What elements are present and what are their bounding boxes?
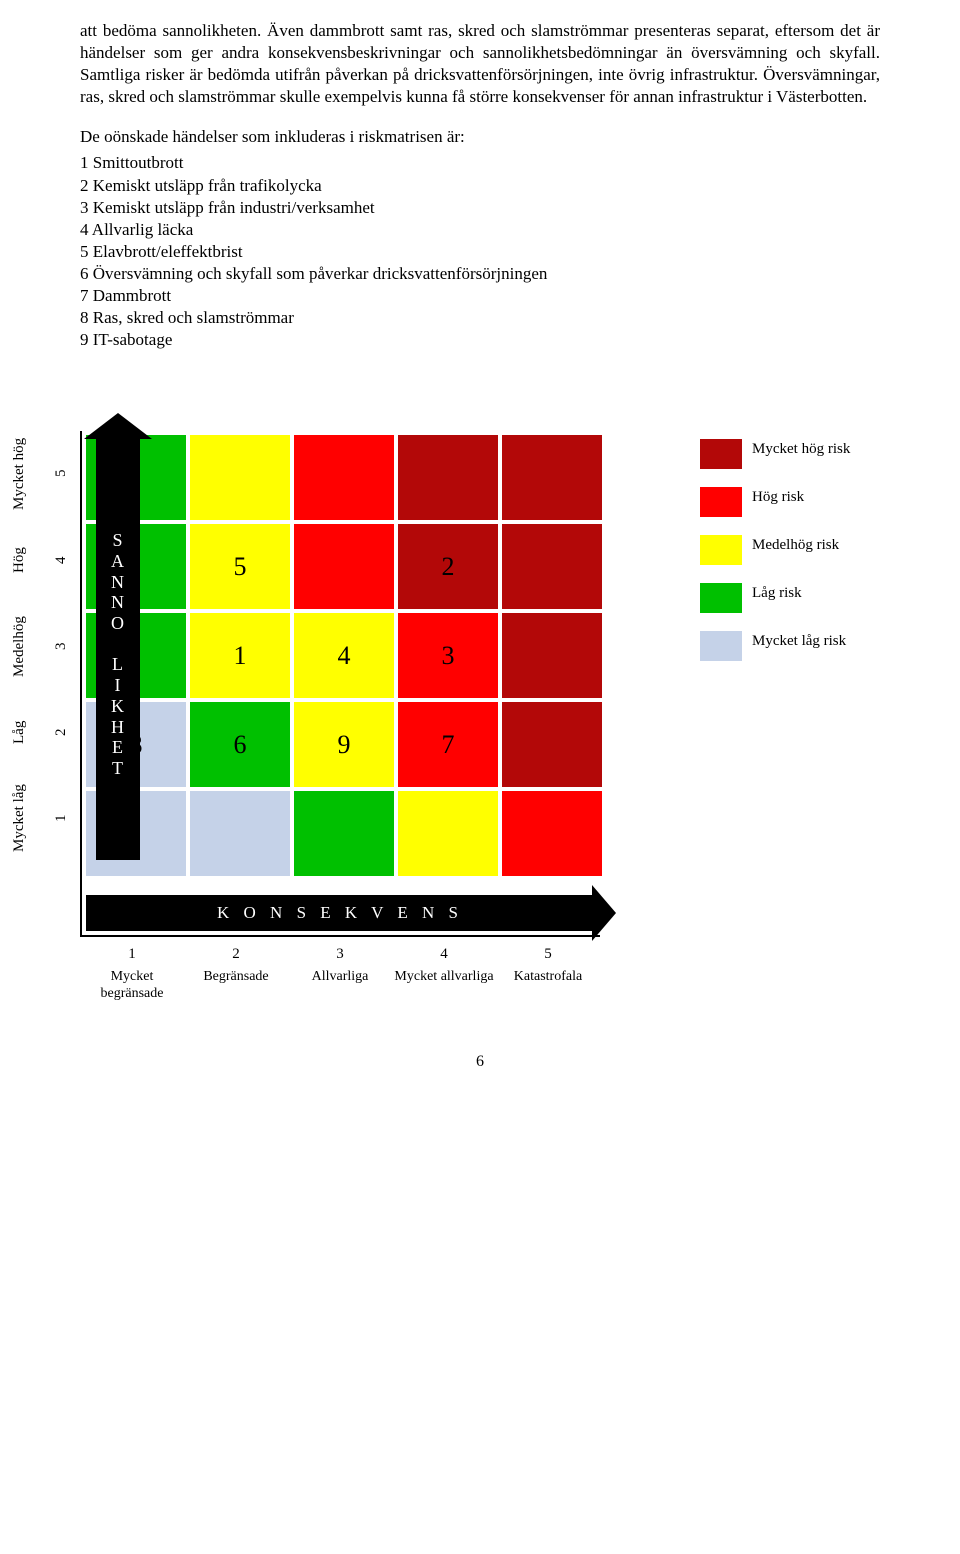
risk-item: 6 Översvämning och skyfall som påverkar … <box>80 263 880 285</box>
risk-item: 1 Smittoutbrott <box>80 152 880 174</box>
y-label: Mycket hög <box>10 431 30 516</box>
x-axis-arrow: K O N S E K V E N S <box>86 895 594 931</box>
x-axis-title: K O N S E K V E N S <box>217 902 463 924</box>
risk-item: 8 Ras, skred och slamströmmar <box>80 307 880 329</box>
y-axis-labels: Mycket låg Låg Medelhög Hög Mycket hög <box>10 431 30 861</box>
matrix-cell: 5 <box>190 524 290 609</box>
risk-item: 3 Kemiskt utsläpp från industri/verksamh… <box>80 197 880 219</box>
legend-swatch <box>700 487 742 517</box>
y-label: Medelhög <box>10 604 30 689</box>
y-num: 5 <box>52 431 72 516</box>
matrix-cell: 1 <box>190 613 290 698</box>
x-label: Mycket allvarliga <box>392 969 496 1003</box>
risk-item: 2 Kemiskt utsläpp från trafikolycka <box>80 175 880 197</box>
risk-matrix-chart: Mycket låg Låg Medelhög Hög Mycket hög 1… <box>70 431 830 1002</box>
risk-item: 4 Allvarlig läcka <box>80 219 880 241</box>
matrix-cell <box>502 791 602 876</box>
x-label: Begränsade <box>184 969 288 1003</box>
y-axis-arrow: SANNOLIKHET <box>96 435 140 860</box>
legend-item: Hög risk <box>700 487 860 517</box>
matrix-cell <box>190 435 290 520</box>
x-label: Katastrofala <box>496 969 600 1003</box>
y-num: 2 <box>52 690 72 775</box>
matrix-cell <box>502 613 602 698</box>
y-axis-title: SANNOLIKHET <box>96 435 140 778</box>
y-label: Låg <box>10 690 30 775</box>
legend-label: Hög risk <box>752 487 804 506</box>
matrix-cell <box>502 435 602 520</box>
matrix-cell: 6 <box>190 702 290 787</box>
risk-list: 1 Smittoutbrott 2 Kemiskt utsläpp från t… <box>80 152 880 351</box>
matrix-cell: 2 <box>398 524 498 609</box>
legend-label: Mycket hög risk <box>752 439 850 458</box>
x-num: 2 <box>184 945 288 965</box>
page-number: 6 <box>80 1052 880 1073</box>
matrix-cell <box>502 524 602 609</box>
x-num: 5 <box>496 945 600 965</box>
y-label: Mycket låg <box>10 776 30 861</box>
x-label: Allvarliga <box>288 969 392 1003</box>
matrix-cell: 4 <box>294 613 394 698</box>
x-axis-nums: 1 2 3 4 5 <box>80 945 600 965</box>
y-num: 4 <box>52 518 72 603</box>
matrix-cell: 3 <box>398 613 498 698</box>
x-axis-labels: Mycket begränsade Begränsade Allvarliga … <box>80 969 600 1003</box>
legend-item: Mycket låg risk <box>700 631 860 661</box>
matrix-cell <box>398 791 498 876</box>
legend-label: Låg risk <box>752 583 802 602</box>
matrix-cell <box>294 524 394 609</box>
legend-item: Mycket hög risk <box>700 439 860 469</box>
y-num: 1 <box>52 776 72 861</box>
matrix-cell <box>294 791 394 876</box>
y-label: Hög <box>10 518 30 603</box>
paragraph-2: De oönskade händelser som inkluderas i r… <box>80 126 880 148</box>
matrix-cell <box>190 791 290 876</box>
matrix-cell <box>294 435 394 520</box>
y-axis-nums: 1 2 3 4 5 <box>52 431 72 861</box>
risk-item: 5 Elavbrott/eleffektbrist <box>80 241 880 263</box>
legend-item: Låg risk <box>700 583 860 613</box>
legend-item: Medelhög risk <box>700 535 860 565</box>
x-num: 4 <box>392 945 496 965</box>
legend: Mycket hög risk Hög risk Medelhög risk Låg … <box>700 439 860 679</box>
legend-swatch <box>700 439 742 469</box>
matrix-cell <box>502 702 602 787</box>
risk-item: 7 Dammbrott <box>80 285 880 307</box>
x-num: 3 <box>288 945 392 965</box>
matrix-cell: 7 <box>398 702 498 787</box>
paragraph-1: att bedöma sannolikheten. Även dammbrott… <box>80 20 880 108</box>
x-num: 1 <box>80 945 184 965</box>
matrix-wrapper: SANNOLIKHET 521438697 K O N S E K V E N … <box>80 431 600 937</box>
matrix-cell: 9 <box>294 702 394 787</box>
x-label: Mycket begränsade <box>80 969 184 1003</box>
y-num: 3 <box>52 604 72 689</box>
matrix-grid: 521438697 <box>82 431 600 880</box>
legend-label: Medelhög risk <box>752 535 839 554</box>
legend-swatch <box>700 583 742 613</box>
risk-item: 9 IT-sabotage <box>80 329 880 351</box>
legend-swatch <box>700 631 742 661</box>
legend-label: Mycket låg risk <box>752 631 846 650</box>
matrix-cell <box>398 435 498 520</box>
legend-swatch <box>700 535 742 565</box>
